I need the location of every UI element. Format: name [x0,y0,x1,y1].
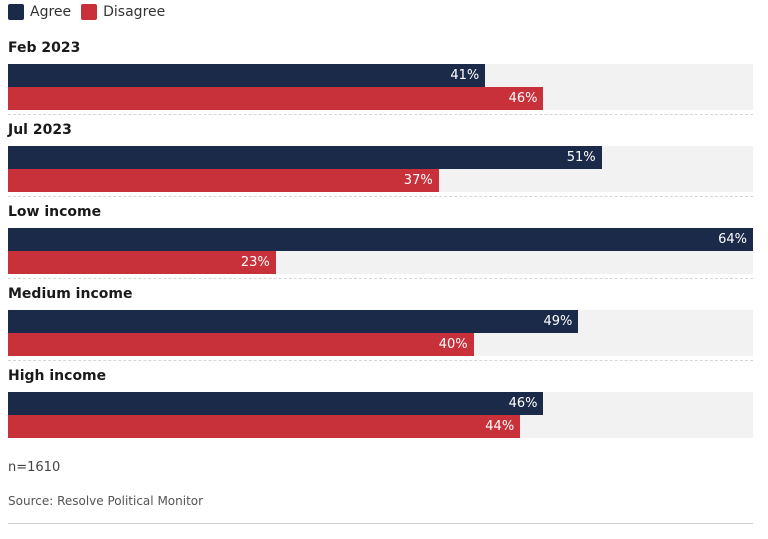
category-label: Medium income [8,286,133,302]
bar-track: 41% 46% [8,64,753,110]
bar-group: Medium income 49% 40% [8,284,753,356]
bar-disagree[interactable]: 23% [8,251,276,274]
category-label: Jul 2023 [8,122,72,138]
bar-agree[interactable]: 64% [8,228,753,251]
group-divider [8,278,753,279]
data-label: 64% [718,232,747,247]
category-label: Low income [8,204,102,220]
bar-disagree[interactable]: 37% [8,169,439,192]
legend: Agree Disagree [8,4,175,20]
group-divider [8,196,753,197]
group-divider [8,114,753,115]
category-label: High income [8,368,107,384]
bar-disagree[interactable]: 40% [8,333,474,356]
legend-item-disagree[interactable]: Disagree [81,4,165,20]
data-label: 44% [485,419,515,434]
sample-size-note: n=1610 [8,460,61,475]
bar-track: 46% 44% [8,392,753,438]
data-label: 46% [508,396,538,411]
bar-group: Feb 2023 41% 46% [8,38,753,110]
bar-disagree[interactable]: 44% [8,415,521,438]
data-label: 40% [438,337,468,352]
bar-agree[interactable]: 41% [8,64,486,87]
bar-group: Low income 64% 23% [8,202,753,274]
data-label: 23% [240,255,270,270]
bar-agree[interactable]: 46% [8,392,544,415]
bar-agree[interactable]: 51% [8,146,602,169]
data-label: 37% [403,173,433,188]
legend-swatch-disagree [81,4,98,20]
bar-agree[interactable]: 49% [8,310,579,333]
legend-item-agree[interactable]: Agree [8,4,71,20]
legend-label-agree: Agree [30,4,72,20]
data-label: 46% [508,91,538,106]
source-credit: Source: Resolve Political Monitor [8,494,204,508]
bar-group: High income 46% 44% [8,366,753,438]
category-label: Feb 2023 [8,40,81,56]
bar-disagree[interactable]: 46% [8,87,544,110]
data-label: 41% [450,68,480,83]
legend-label-disagree: Disagree [103,4,166,20]
data-label: 51% [566,150,596,165]
bar-track: 49% 40% [8,310,753,356]
bar-group: Jul 2023 51% 37% [8,120,753,192]
group-divider [8,360,753,361]
data-label: 49% [543,314,573,329]
bottom-divider [8,523,753,524]
bar-track: 51% 37% [8,146,753,192]
legend-swatch-agree [8,4,24,20]
bar-track: 64% 23% [8,228,753,274]
